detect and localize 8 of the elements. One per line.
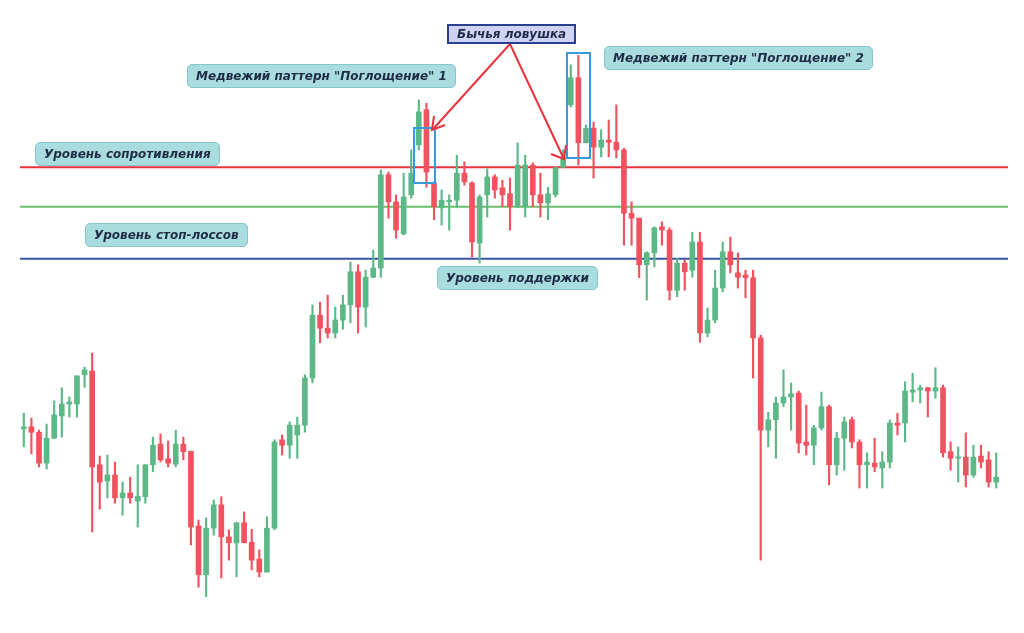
ref-line-label: Уровень стоп-лоссов (85, 223, 248, 247)
candlestick (894, 412, 901, 436)
annotation: Медвежий паттерн "Поглощение" 1 (187, 64, 456, 88)
text: Бычья ловушка (447, 24, 577, 44)
ref-line-label: Уровень сопротивления (35, 142, 220, 166)
annotation: Медвежий паттерн "Поглощение" 2 (604, 46, 873, 70)
ref-line-label: Уровень поддержки (437, 266, 599, 290)
candlestick (932, 367, 939, 399)
